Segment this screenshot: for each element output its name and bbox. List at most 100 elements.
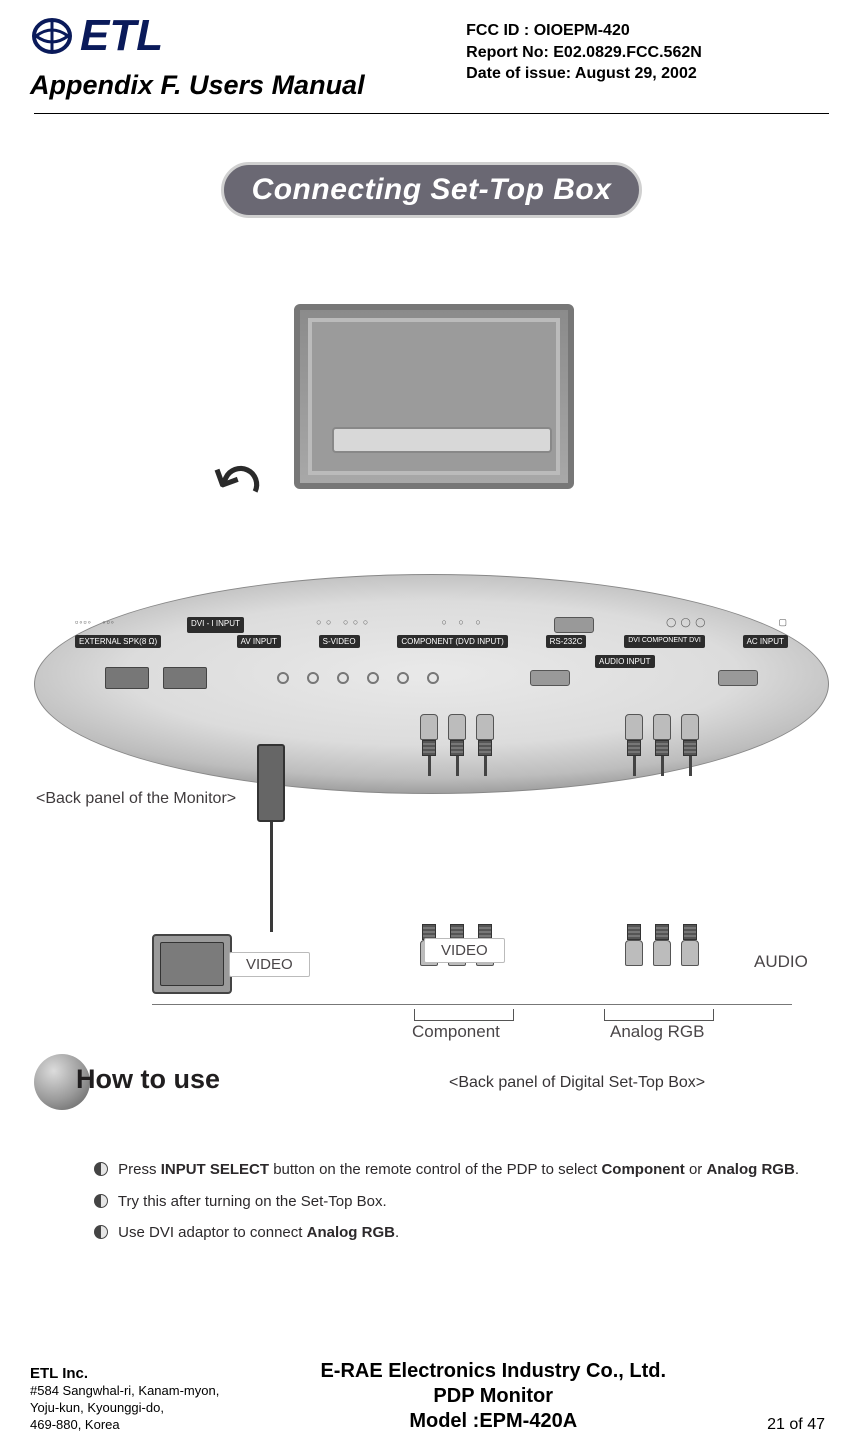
how-1-b2: Component <box>601 1161 684 1178</box>
plug-group-audio <box>624 714 700 776</box>
how-to-use-heading: How to use <box>76 1064 220 1095</box>
bracket-analog-rgb <box>604 1009 714 1021</box>
how-3-b1: Analog RGB <box>307 1224 395 1241</box>
tag-svideo: S-VIDEO <box>319 635 360 648</box>
monitor-back-caption: <Back panel of the Monitor> <box>36 790 236 808</box>
footer-center2: PDP Monitor <box>320 1384 666 1409</box>
ring-icon <box>367 672 379 684</box>
footer-center: E-RAE Electronics Industry Co., Ltd. PDP… <box>320 1359 666 1434</box>
label-analog-rgb: Analog RGB <box>610 1022 705 1042</box>
ring-icon <box>307 672 319 684</box>
vga-port-icon <box>530 670 570 686</box>
logo-text: ETL <box>80 14 163 58</box>
label-component: Component <box>412 1022 500 1042</box>
header-left: ETL Appendix F. Users Manual <box>30 14 466 101</box>
settop-box-mini <box>332 427 552 453</box>
footer-page-number: 21 of 47 <box>767 1416 825 1434</box>
tag-ext-spkr: EXTERNAL SPK(8 Ω) <box>75 635 161 648</box>
appendix-title: Appendix F. Users Manual <box>30 70 466 101</box>
tag-ac: AC INPUT <box>743 635 788 648</box>
label-audio: AUDIO <box>754 952 808 972</box>
tag-rs232c: RS-232C <box>546 635 587 648</box>
footer-addr2: Yoju-kun, Kyounggi-do, <box>30 1400 219 1417</box>
how-1-b1: INPUT SELECT <box>161 1161 269 1178</box>
speaker-block-icon-2 <box>163 667 207 689</box>
issue-date: Date of issue: August 29, 2002 <box>466 63 823 85</box>
speaker-terminals-icon: ▫◦▫◦ ◦▫◦ <box>75 617 115 633</box>
footer-addr3: 469-880, Korea <box>30 1417 219 1434</box>
bullet-icon <box>94 1162 108 1176</box>
tag-component: COMPONENT (DVD INPUT) <box>397 635 508 648</box>
header-rule <box>34 113 829 114</box>
fcc-id: FCC ID : OIOEPM-420 <box>466 20 823 42</box>
how-2-pre: Try this after turning on the Set-Top Bo… <box>118 1193 387 1210</box>
page-header: ETL Appendix F. Users Manual FCC ID : OI… <box>0 0 863 101</box>
ring-icon <box>397 672 409 684</box>
how-item-2: Try this after turning on the Set-Top Bo… <box>94 1186 819 1218</box>
rca-plug-icon <box>680 924 700 986</box>
how-1-mid: button on the remote control of the PDP … <box>269 1161 601 1178</box>
how-item-3: Use DVI adaptor to connect Analog RGB. <box>94 1217 819 1249</box>
bullet-icon <box>94 1194 108 1208</box>
bullet-icon <box>94 1225 108 1239</box>
rca-plug-icon <box>419 714 439 776</box>
plug-group-stb-audio <box>624 924 700 986</box>
header-right: FCC ID : OIOEPM-420 Report No: E02.0829.… <box>466 14 823 101</box>
logo: ETL <box>30 14 466 58</box>
how-3-pre: Use DVI adaptor to connect <box>118 1224 306 1241</box>
how-1-mid2: or <box>685 1161 707 1178</box>
ring-icon <box>337 672 349 684</box>
speaker-block-icon <box>105 667 149 689</box>
connection-baseline <box>152 1004 792 1005</box>
rs232c-port-icon <box>554 617 594 633</box>
rca-plug-icon <box>447 714 467 776</box>
ring-icon <box>427 672 439 684</box>
vga-port-icon-2 <box>718 670 758 686</box>
ring-icon <box>277 672 289 684</box>
section-title-text: Connecting Set-Top Box <box>221 162 643 218</box>
how-3-mid: . <box>395 1224 399 1241</box>
tag-dvi: DVI - I INPUT <box>187 617 244 633</box>
rca-plug-icon <box>652 714 672 776</box>
cable-icon <box>270 822 273 932</box>
tag-av: AV INPUT <box>237 635 281 648</box>
how-item-1: Press INPUT SELECT button on the remote … <box>94 1154 819 1186</box>
plug-group-component <box>419 714 495 776</box>
rca-plug-icon <box>652 924 672 986</box>
tag-comp-dvi: DVI COMPONENT DVI <box>624 635 705 648</box>
bracket-component <box>414 1009 514 1021</box>
how-1-b3: Analog RGB <box>706 1161 794 1178</box>
component-dots-icon: ○ ○ ○ <box>441 617 481 633</box>
ac-input-icon: ▢ <box>778 617 788 633</box>
footer-center3: Model :EPM-420A <box>320 1409 666 1434</box>
report-no: Report No: E02.0829.FCC.562N <box>466 42 823 64</box>
panel-tag-row: EXTERNAL SPK(8 Ω) AV INPUT S-VIDEO COMPO… <box>75 635 788 648</box>
how-to-use-list: Press INPUT SELECT button on the remote … <box>94 1154 819 1249</box>
section-title-banner: Connecting Set-Top Box <box>162 154 702 226</box>
rca-plug-icon <box>680 714 700 776</box>
monitor-front-illustration <box>294 304 574 489</box>
globe-icon <box>30 16 74 56</box>
label-video-mid: VIDEO <box>424 938 505 963</box>
dvi-adaptor-plug-icon <box>257 744 285 822</box>
footer-left: ETL Inc. #584 Sangwhal-ri, Kanam-myon, Y… <box>20 1364 219 1434</box>
label-video-left: VIDEO <box>229 952 310 977</box>
footer-company: ETL Inc. <box>30 1364 219 1384</box>
page-footer: ETL Inc. #584 Sangwhal-ri, Kanam-myon, Y… <box>0 1359 863 1434</box>
arrow-icon: ↶ <box>198 446 271 524</box>
scanned-manual-page: Connecting Set-Top Box ↶ ▫◦▫◦ ◦▫◦ DVI - … <box>34 154 829 1304</box>
rca-plug-icon <box>624 924 644 986</box>
how-1-suf: . <box>795 1161 799 1178</box>
stb-back-caption: <Back panel of Digital Set-Top Box> <box>449 1074 705 1092</box>
monitor-screen <box>308 318 560 475</box>
rca-plug-icon <box>475 714 495 776</box>
audio-jacks-icon: ◯ ◯ ◯ <box>666 617 706 633</box>
footer-addr1: #584 Sangwhal-ri, Kanam-myon, <box>30 1383 219 1400</box>
panel-labels-row: ▫◦▫◦ ◦▫◦ DVI - I INPUT ○ ○ ○ ○ ○ ○ ○ ○ ◯… <box>75 617 788 633</box>
panel-ports-row <box>105 667 758 689</box>
how-1-pre: Press <box>118 1161 161 1178</box>
footer-center1: E-RAE Electronics Industry Co., Ltd. <box>320 1359 666 1384</box>
stb-video-device-icon <box>152 934 232 994</box>
av-dots-icon: ○ ○ ○ ○ ○ <box>316 617 369 633</box>
rca-plug-icon <box>624 714 644 776</box>
